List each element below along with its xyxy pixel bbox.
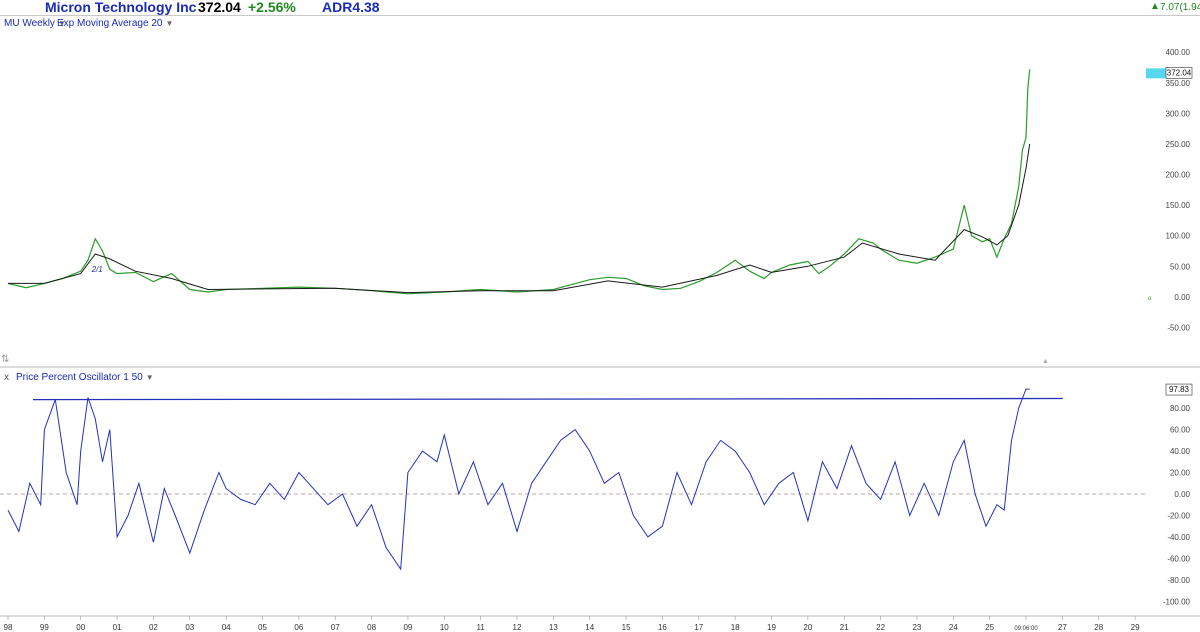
time-tick-label: 03 xyxy=(185,623,194,632)
time-tick-label: 08 xyxy=(367,623,376,632)
last-oscillator-box xyxy=(1165,383,1193,396)
price-series-line xyxy=(7,69,1031,295)
time-tick-label: 06 xyxy=(294,623,303,632)
close-panel-button[interactable]: x xyxy=(4,372,9,383)
time-tick-label: 21 xyxy=(840,623,849,632)
last-price-label: 372.04 xyxy=(1167,68,1192,77)
price-marker-flag xyxy=(1146,68,1166,79)
time-tick-label: 99 xyxy=(40,623,49,632)
oscillator-tick-label: -20.00 xyxy=(1167,511,1190,520)
symbol-label: MU Weekly xyxy=(4,18,55,29)
reference-trendline[interactable] xyxy=(32,397,1063,401)
symbol-dropdown[interactable]: MU Weekly ▼ xyxy=(4,18,66,29)
price-tick-label: 0.00 xyxy=(1174,293,1190,302)
time-tick-label: 09:06:00 xyxy=(1014,626,1038,632)
price-tick-label: 50.00 xyxy=(1170,262,1191,271)
right-change: 7.07(1.94%) xyxy=(1160,2,1200,13)
last-price: 372.04 xyxy=(198,0,241,15)
collapse-icon[interactable]: ▲ xyxy=(1042,358,1049,365)
time-tick-label: 24 xyxy=(949,623,958,632)
price-tick-label: 150.00 xyxy=(1166,201,1191,210)
time-tick-label: 13 xyxy=(549,623,558,632)
split-annotation: 2/1 xyxy=(91,265,103,274)
time-tick-label: 23 xyxy=(912,623,921,632)
chevron-down-icon: ▼ xyxy=(165,19,174,28)
oscillator-tick-label: -100.00 xyxy=(1163,597,1191,606)
time-tick-label: 05 xyxy=(258,623,267,632)
oscillator-tick-label: 80.00 xyxy=(1170,404,1191,413)
price-tick-label: 250.00 xyxy=(1166,140,1191,149)
time-tick-label: 29 xyxy=(1131,623,1140,632)
time-tick-label: 17 xyxy=(694,623,703,632)
overlay-label: Exp Moving Average 20 xyxy=(57,18,163,29)
time-tick-label: 12 xyxy=(513,623,522,632)
chevron-down-icon: ▼ xyxy=(57,19,66,28)
up-arrow-icon: ▲ xyxy=(1150,1,1160,12)
time-tick-label: 22 xyxy=(876,623,885,632)
oscillator-tick-label: 60.00 xyxy=(1170,426,1191,435)
oscillator-series-line xyxy=(7,388,1030,571)
oscillator-dropdown[interactable]: Price Percent Oscillator 1 50 ▼ xyxy=(16,372,154,383)
zero-marker: o xyxy=(1148,296,1152,302)
time-tick-label: 01 xyxy=(113,623,122,632)
last-price-box xyxy=(1165,67,1193,79)
time-tick-label: 27 xyxy=(1058,623,1067,632)
time-tick-label: 19 xyxy=(767,623,776,632)
oscillator-tick-label: -80.00 xyxy=(1167,576,1190,585)
time-tick-label: 04 xyxy=(222,623,231,632)
header-divider xyxy=(0,15,1200,16)
time-tick-label: 00 xyxy=(76,623,85,632)
oscillator-tick-label: 0.00 xyxy=(1174,490,1190,499)
overlay-dropdown[interactable]: Exp Moving Average 20 ▼ xyxy=(57,18,173,29)
time-tick-label: 20 xyxy=(803,623,812,632)
time-tick-label: 02 xyxy=(149,623,158,632)
time-tick-label: 09 xyxy=(403,623,412,632)
ema-series-line xyxy=(8,143,1031,294)
price-tick-label: 350.00 xyxy=(1166,79,1191,88)
price-tick-label: -50.00 xyxy=(1167,323,1190,332)
sub-bar: MU Weekly ▼ Exp Moving Average 20 ▼ xyxy=(0,16,1200,30)
oscillator-tick-label: -60.00 xyxy=(1167,554,1190,563)
oscillator-tick-label: -40.00 xyxy=(1167,533,1190,542)
title-bar: Micron Technology Inc 372.04 +2.56% ADR4… xyxy=(0,0,1200,16)
percent-change: +2.56% xyxy=(248,0,296,15)
time-tick-label: 16 xyxy=(658,623,667,632)
chevron-down-icon: ▼ xyxy=(145,373,154,382)
time-tick-label: 07 xyxy=(331,623,340,632)
price-tick-label: 300.00 xyxy=(1166,109,1191,118)
price-tick-label: 100.00 xyxy=(1166,232,1191,241)
oscillator-tick-label: 20.00 xyxy=(1170,469,1191,478)
time-tick-label: 98 xyxy=(4,623,13,632)
adr-value: ADR4.38 xyxy=(322,0,380,15)
time-tick-label: 10 xyxy=(440,623,449,632)
resize-handle-icon[interactable]: ⇅ xyxy=(1,354,9,365)
company-name: Micron Technology Inc xyxy=(45,0,197,15)
time-tick-label: 14 xyxy=(585,623,594,632)
time-tick-label: 18 xyxy=(731,623,740,632)
time-tick-label: 15 xyxy=(622,623,631,632)
price-tick-label: 400.00 xyxy=(1166,48,1191,57)
price-tick-label: 200.00 xyxy=(1166,171,1191,180)
time-tick-label: 28 xyxy=(1094,623,1103,632)
time-tick-label: 11 xyxy=(476,623,485,632)
oscillator-tick-label: 40.00 xyxy=(1170,447,1191,456)
last-oscillator-label: 97.83 xyxy=(1169,385,1190,394)
time-tick-label: 25 xyxy=(985,623,994,632)
oscillator-label: Price Percent Oscillator 1 50 xyxy=(16,372,143,383)
